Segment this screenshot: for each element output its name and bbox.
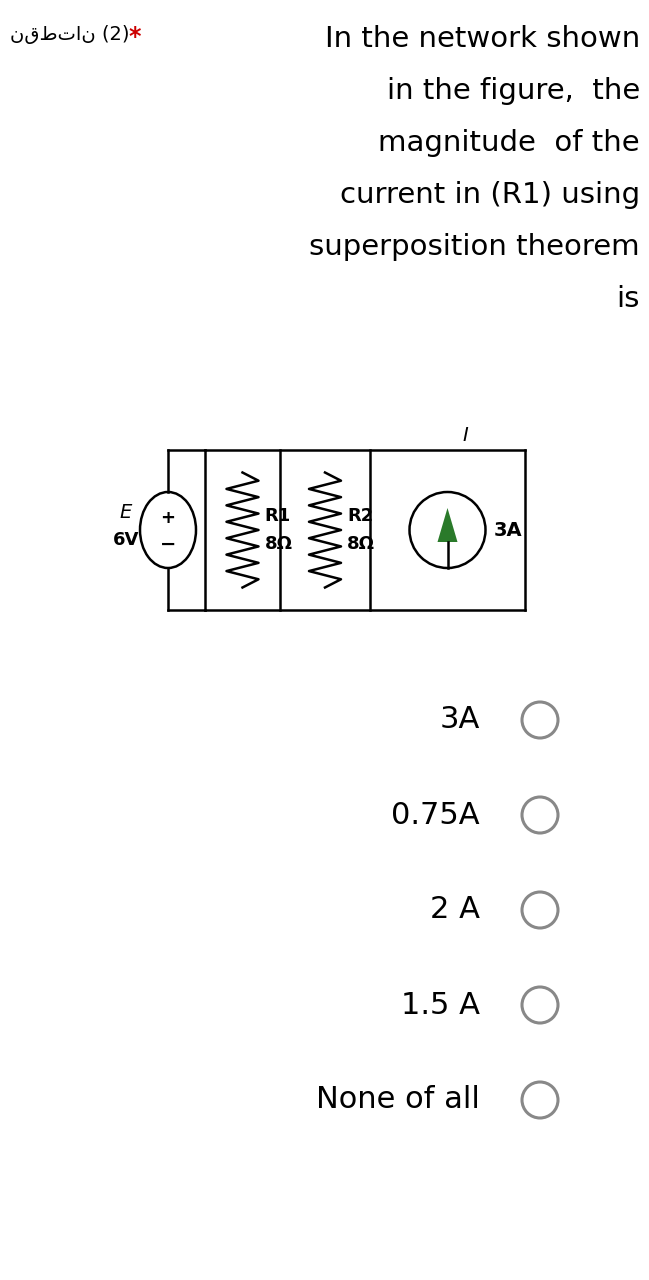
Text: *: * bbox=[128, 26, 140, 49]
Text: 3A: 3A bbox=[439, 705, 480, 735]
Text: R2: R2 bbox=[347, 507, 373, 525]
Text: In the network shown: In the network shown bbox=[324, 26, 640, 52]
Text: 0.75A: 0.75A bbox=[391, 800, 480, 829]
Text: +: + bbox=[160, 509, 175, 527]
Text: 3A: 3A bbox=[493, 521, 522, 539]
Text: I: I bbox=[463, 426, 468, 445]
Text: current in (R1) using: current in (R1) using bbox=[340, 180, 640, 209]
Text: 2 A: 2 A bbox=[430, 896, 480, 924]
Text: 8Ω: 8Ω bbox=[347, 535, 375, 553]
Text: −: − bbox=[160, 535, 176, 553]
Text: نقطتان (2): نقطتان (2) bbox=[10, 26, 130, 44]
Text: None of all: None of all bbox=[316, 1085, 480, 1115]
Text: E: E bbox=[120, 503, 132, 521]
Polygon shape bbox=[437, 508, 458, 541]
Text: is: is bbox=[617, 285, 640, 314]
Text: 6V: 6V bbox=[113, 531, 139, 549]
Text: 1.5 A: 1.5 A bbox=[401, 991, 480, 1019]
Text: magnitude  of the: magnitude of the bbox=[378, 129, 640, 157]
Text: superposition theorem: superposition theorem bbox=[310, 233, 640, 261]
Text: R1: R1 bbox=[265, 507, 291, 525]
Text: 8Ω: 8Ω bbox=[265, 535, 293, 553]
Text: in the figure,  the: in the figure, the bbox=[387, 77, 640, 105]
